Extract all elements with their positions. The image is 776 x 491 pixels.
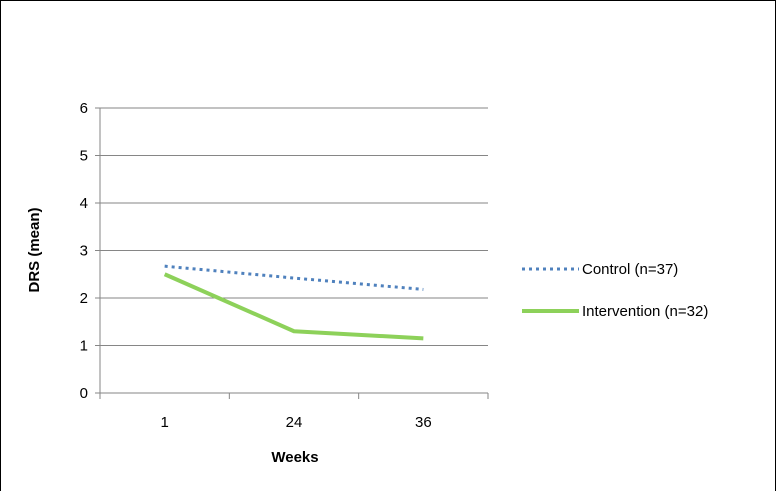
y-tick-label: 3 (80, 243, 88, 260)
x-tick-label: 1 (160, 414, 168, 431)
axes (95, 107, 489, 399)
tick-labels: 0 1 2 3 4 5 6 1 24 36 (80, 100, 432, 431)
y-tick-label: 2 (80, 290, 88, 307)
series-lines (163, 264, 424, 341)
y-tick-label: 6 (80, 100, 88, 117)
y-tick-label: 0 (80, 385, 88, 402)
legend-label: Intervention (n=32) (582, 303, 708, 320)
y-tick-label: 4 (80, 195, 88, 212)
legend: Control (n=37) Intervention (n=32) (522, 261, 708, 320)
x-tick-label: 36 (415, 414, 432, 431)
gridlines (100, 107, 488, 346)
y-tick-label: 5 (80, 148, 88, 165)
y-tick-label: 1 (80, 338, 88, 355)
series-line-control (164, 264, 424, 291)
legend-label: Control (n=37) (582, 261, 678, 278)
x-axis-title: Weeks (271, 449, 318, 466)
x-tick-label: 24 (286, 414, 303, 431)
y-axis-title: DRS (mean) (26, 207, 43, 292)
series-line-intervention (163, 272, 424, 341)
